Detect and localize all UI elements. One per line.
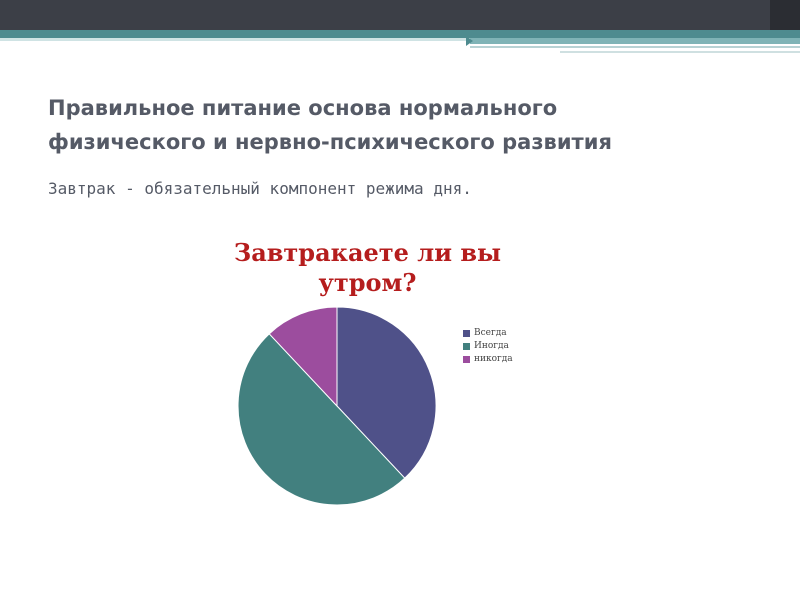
legend-swatch	[463, 343, 470, 350]
header-accent-line	[470, 46, 800, 48]
header-accent-band	[0, 30, 800, 38]
pie-chart	[237, 306, 437, 506]
legend-item: никогда	[463, 353, 513, 366]
legend-swatch	[463, 330, 470, 337]
pie-slice-1	[336, 306, 437, 479]
pie-slice-3	[268, 306, 338, 408]
legend-item: Иногда	[463, 340, 513, 353]
slide-title-line-2: физического и нервно-психического развит…	[48, 130, 612, 154]
header-accent-band-right	[470, 38, 800, 44]
header-light-band	[0, 38, 470, 41]
legend-label: Иногда	[474, 341, 509, 351]
legend-swatch	[463, 356, 470, 363]
legend-label: Всегда	[474, 328, 507, 338]
slide-subtitle: Завтрак - обязательный компонент режима …	[48, 179, 472, 198]
slide-title-line-1: Правильное питание основа нормального	[48, 96, 558, 120]
header-band-corner	[770, 0, 800, 30]
slide-title: Правильное питание основа нормального фи…	[48, 91, 748, 159]
chart-legend: Всегда Иногда никогда	[463, 327, 513, 366]
header-arrow-marker	[466, 36, 473, 46]
legend-label: никогда	[474, 354, 513, 364]
header-band	[0, 0, 800, 30]
legend-item: Всегда	[463, 327, 513, 340]
chart-title: Завтракаете ли вы утром?	[233, 238, 502, 297]
pie-slice-2	[237, 333, 406, 506]
header-accent-line-thin	[560, 51, 800, 53]
